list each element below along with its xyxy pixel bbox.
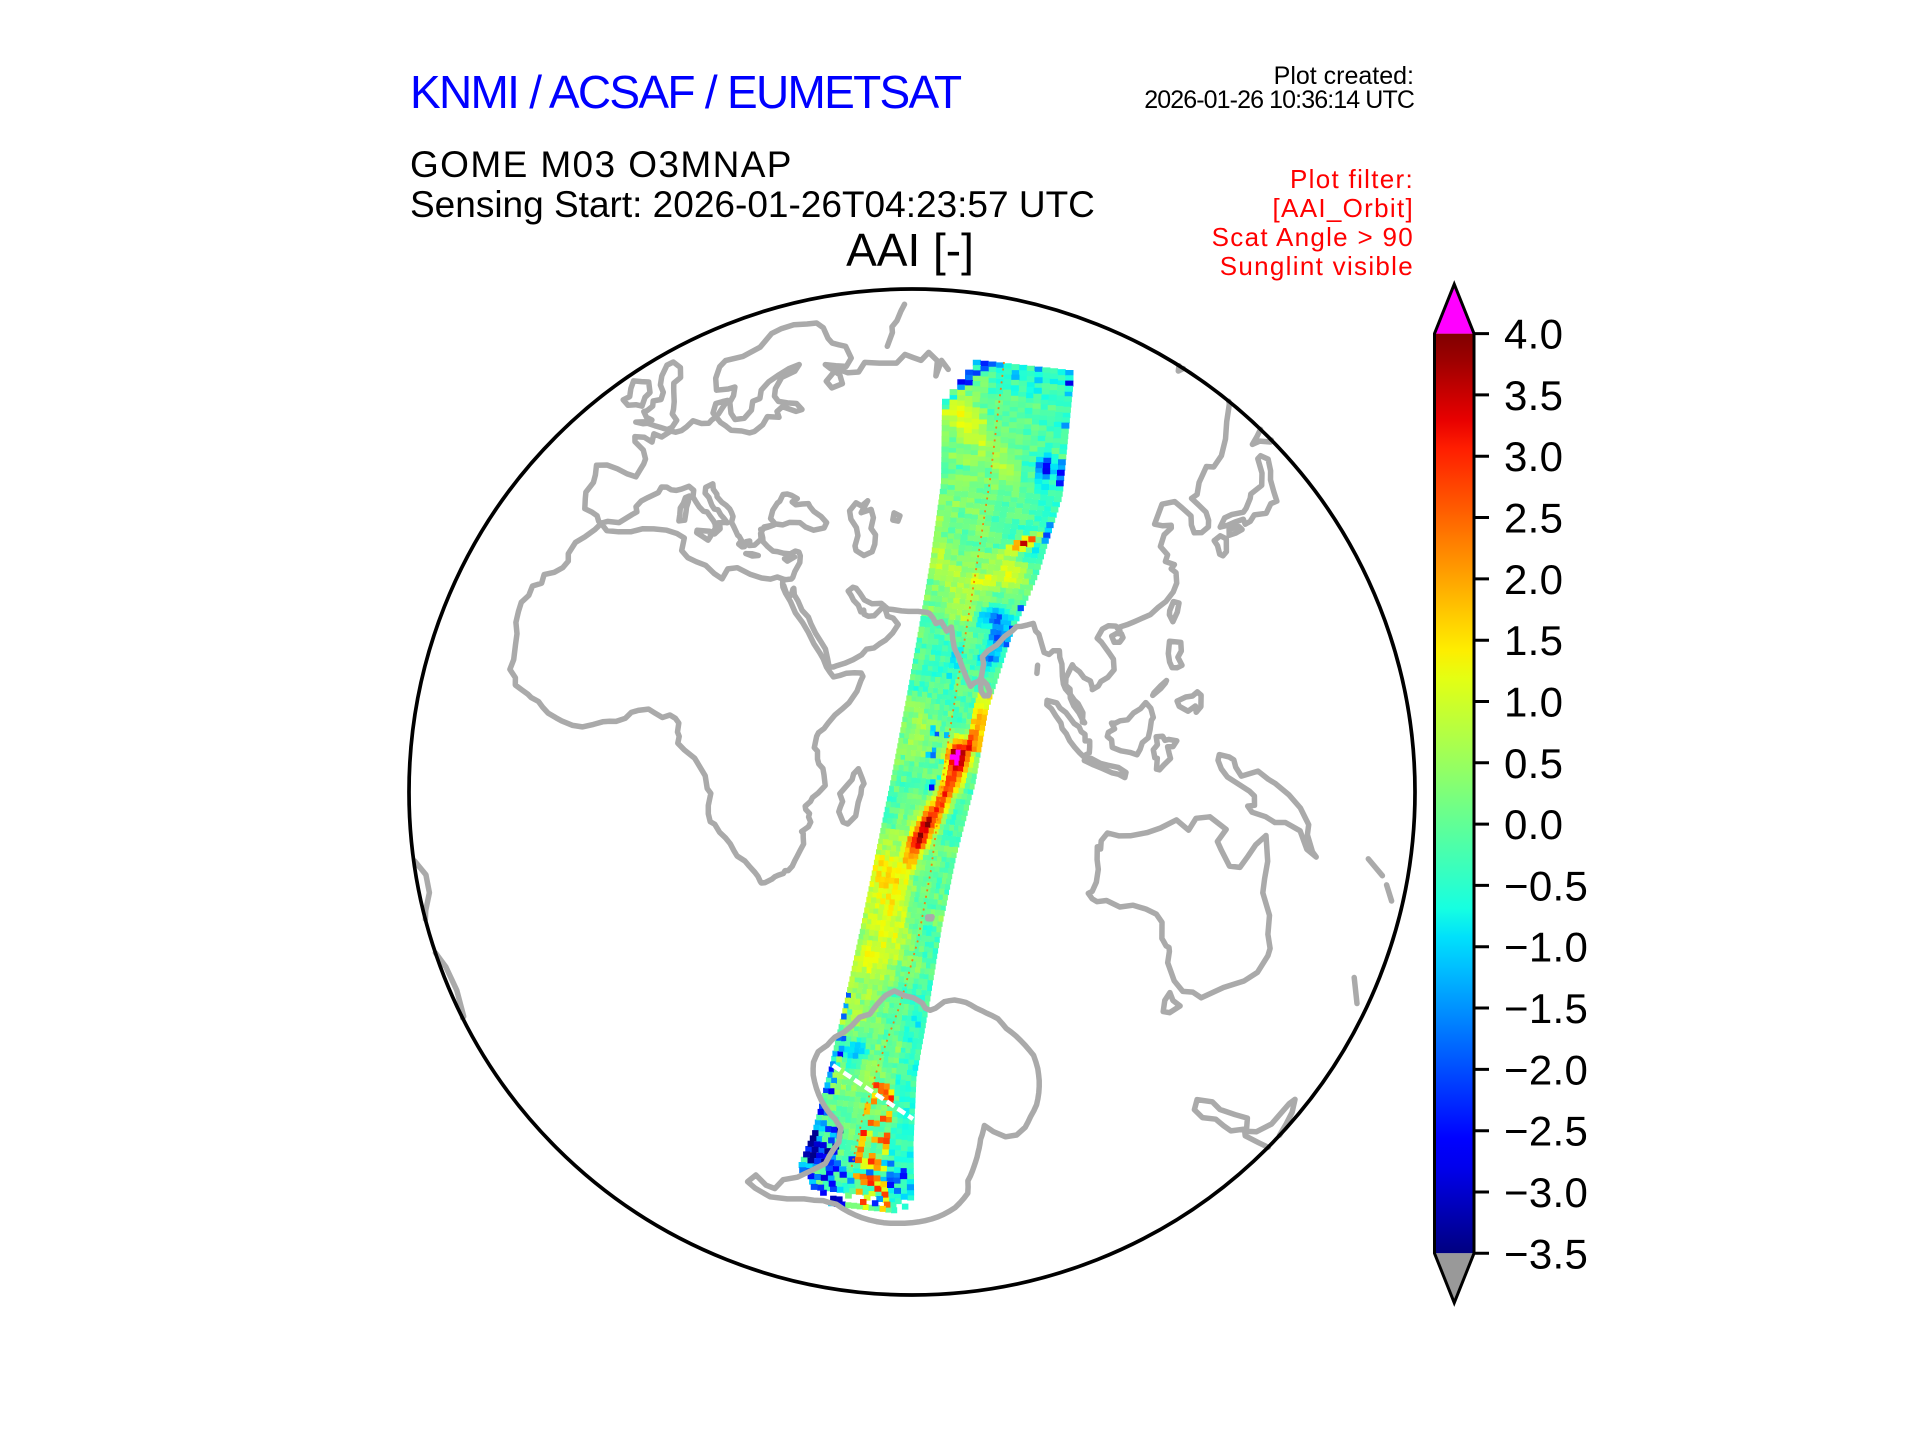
svg-text:−2.5: −2.5 [1504, 1108, 1588, 1155]
svg-text:3.0: 3.0 [1504, 433, 1563, 480]
svg-text:2.0: 2.0 [1504, 556, 1563, 603]
svg-text:−1.5: −1.5 [1504, 985, 1588, 1032]
svg-text:1.0: 1.0 [1504, 679, 1563, 726]
svg-text:Sensing Start: 2026-01-26T04:2: Sensing Start: 2026-01-26T04:23:57 UTC [410, 184, 1095, 225]
svg-text:AAI [-]: AAI [-] [846, 224, 974, 276]
svg-text:Plot created:: Plot created: [1274, 62, 1414, 90]
svg-text:Plot filter:: Plot filter: [1290, 164, 1414, 194]
svg-text:3.5: 3.5 [1504, 372, 1563, 419]
svg-text:−3.5: −3.5 [1504, 1230, 1588, 1277]
svg-text:−2.0: −2.0 [1504, 1046, 1588, 1093]
svg-text:−1.0: −1.0 [1504, 924, 1588, 971]
svg-text:Sunglint visible: Sunglint visible [1220, 251, 1414, 281]
svg-text:2.5: 2.5 [1504, 495, 1563, 542]
svg-text:1.5: 1.5 [1504, 617, 1563, 664]
svg-text:KNMI / ACSAF / EUMETSAT: KNMI / ACSAF / EUMETSAT [410, 66, 962, 118]
svg-text:2026-01-26 10:36:14 UTC: 2026-01-26 10:36:14 UTC [1144, 86, 1415, 114]
svg-text:[AAI_Orbit]: [AAI_Orbit] [1273, 193, 1414, 223]
svg-text:Scat Angle > 90: Scat Angle > 90 [1212, 222, 1414, 252]
svg-text:0.5: 0.5 [1504, 740, 1563, 787]
svg-text:−0.5: −0.5 [1504, 862, 1588, 909]
svg-text:−3.0: −3.0 [1504, 1169, 1588, 1216]
svg-text:GOME M03 O3MNAP: GOME M03 O3MNAP [410, 144, 793, 185]
svg-text:0.0: 0.0 [1504, 801, 1563, 848]
svg-text:4.0: 4.0 [1504, 311, 1563, 358]
